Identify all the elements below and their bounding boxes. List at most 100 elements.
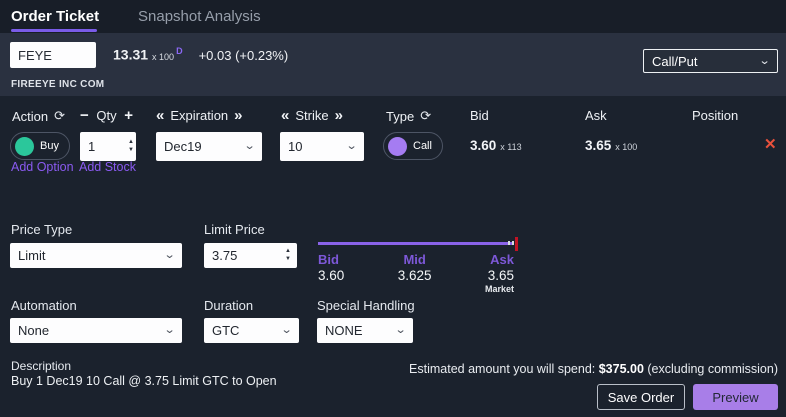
strike-header-label: Strike — [295, 108, 329, 123]
tab-bar: Order Ticket Snapshot Analysis — [0, 0, 786, 33]
tab-order-ticket[interactable]: Order Ticket — [11, 8, 100, 25]
qty-decrement-button[interactable]: − — [80, 107, 89, 124]
bid-header-label: Bid — [470, 108, 489, 123]
slider-market-label: Market — [484, 284, 514, 294]
chevron-down-icon: ⌄ — [163, 324, 176, 336]
duration-select[interactable]: GTC ⌄ — [204, 318, 299, 343]
price-type-select[interactable]: Limit ⌄ — [10, 243, 182, 268]
ask-column-header: Ask — [585, 108, 607, 123]
qty-header-label: Qty — [96, 108, 117, 123]
price-slider-handle[interactable] — [506, 239, 515, 247]
chevron-down-icon: ⌄ — [758, 54, 771, 67]
type-value: Call — [413, 140, 432, 152]
strike-column-header: « Strike » — [281, 108, 343, 123]
slider-bid-cell: Bid 3.60 — [318, 252, 344, 294]
expiration-prev-icon[interactable]: « — [156, 107, 165, 124]
chevron-down-icon: ⌄ — [345, 140, 358, 152]
strike-select[interactable]: 10 ⌄ — [280, 132, 364, 161]
qty-increment-button[interactable]: + — [124, 107, 133, 124]
spinner-up-icon[interactable]: ▲ — [128, 139, 134, 146]
slider-grip-dot — [507, 241, 510, 245]
duration-value: GTC — [212, 323, 240, 338]
action-cycle-icon[interactable]: ⟳ — [54, 108, 66, 123]
slider-mid-cell: Mid 3.625 — [398, 252, 432, 294]
chevron-down-icon: ⌄ — [163, 249, 176, 261]
leg-ask-size: x 100 — [615, 142, 638, 152]
strategy-select-value: Call/Put — [652, 53, 698, 69]
slider-scale: Bid 3.60 Mid 3.625 Ask 3.65 Market — [318, 252, 514, 294]
action-column-header: Action ⟳ — [12, 108, 65, 124]
order-description: Buy 1 Dec19 10 Call @ 3.75 Limit GTC to … — [11, 374, 277, 388]
chevron-down-icon: ⌄ — [243, 140, 256, 152]
remove-leg-icon[interactable]: ✕ — [764, 136, 777, 153]
automation-select[interactable]: None ⌄ — [10, 318, 182, 343]
qty-input[interactable] — [88, 139, 128, 154]
price-slider-track[interactable] — [318, 242, 512, 245]
price-type-value: Limit — [18, 248, 46, 263]
spinner-up-icon[interactable]: ▲ — [285, 248, 291, 255]
automation-label: Automation — [11, 298, 77, 313]
expiration-select-value: Dec19 — [164, 139, 202, 154]
special-handling-label: Special Handling — [317, 298, 415, 313]
duration-label: Duration — [204, 298, 254, 313]
position-header-label: Position — [692, 108, 739, 123]
preview-button[interactable]: Preview — [693, 384, 778, 410]
ask-header-label: Ask — [585, 108, 607, 123]
action-toggle-buy[interactable]: Buy — [10, 132, 70, 160]
limit-price-stepper[interactable]: ▲ ▼ — [204, 243, 297, 268]
slider-bid-label: Bid — [318, 252, 339, 267]
strike-next-icon[interactable]: » — [334, 107, 343, 124]
market-price-marker — [515, 237, 518, 251]
symbol-bar: 13.31x 100D +0.03 (+0.23%) FIREEYE INC CO… — [0, 33, 786, 96]
slider-ask-value: 3.65 — [487, 268, 514, 283]
save-order-button[interactable]: Save Order — [597, 384, 685, 410]
slider-ask-cell: Ask 3.65 Market — [485, 252, 514, 294]
type-toggle-call[interactable]: Call — [383, 132, 443, 160]
tab-snapshot-analysis[interactable]: Snapshot Analysis — [138, 8, 261, 25]
chevron-down-icon: ⌄ — [394, 324, 407, 336]
qty-stepper[interactable]: ▲ ▼ — [80, 132, 136, 161]
bid-column-header: Bid — [470, 108, 489, 123]
leg-ask-price: 3.65 — [585, 138, 612, 153]
strike-select-value: 10 — [288, 139, 303, 154]
estimated-amount-line: Estimated amount you will spend: $375.00… — [409, 362, 778, 376]
type-header-label: Type — [386, 108, 415, 124]
special-handling-value: NONE — [325, 323, 363, 338]
last-price: 13.31 — [113, 46, 149, 63]
action-header-label: Action — [12, 108, 49, 124]
expiration-column-header: « Expiration » — [156, 108, 243, 123]
spinner-down-icon[interactable]: ▼ — [128, 146, 134, 153]
position-column-header: Position — [692, 108, 738, 123]
action-value: Buy — [40, 140, 59, 152]
leg-bid-price: 3.60 — [470, 138, 497, 153]
add-option-link[interactable]: Add Option — [11, 160, 74, 174]
quote-line: 13.31 x 100D +0.03 (+0.23%) — [113, 46, 288, 63]
limit-price-input[interactable] — [212, 248, 252, 263]
company-name: FIREEYE INC COM — [11, 79, 105, 90]
price-change: +0.03 (+0.23%) — [198, 47, 289, 63]
estimate-amount: $375.00 — [598, 362, 644, 376]
limit-price-spinner[interactable]: ▲ ▼ — [285, 248, 291, 262]
slider-grip-dot — [511, 241, 514, 245]
strike-prev-icon[interactable]: « — [281, 107, 290, 124]
spinner-down-icon[interactable]: ▼ — [285, 255, 291, 262]
expiration-next-icon[interactable]: » — [234, 107, 243, 124]
special-handling-select[interactable]: NONE ⌄ — [317, 318, 413, 343]
add-stock-link[interactable]: Add Stock — [79, 160, 136, 174]
symbol-input[interactable] — [10, 42, 96, 68]
estimate-prefix: Estimated amount you will spend: — [409, 362, 599, 376]
expiration-select[interactable]: Dec19 ⌄ — [156, 132, 262, 161]
estimate-suffix: (excluding commission) — [643, 362, 778, 376]
limit-price-label: Limit Price — [204, 222, 265, 237]
type-cycle-icon[interactable]: ⟳ — [420, 108, 432, 123]
active-tab-underline — [11, 29, 97, 32]
chevron-down-icon: ⌄ — [280, 324, 293, 336]
type-column-header: Type ⟳ — [386, 108, 431, 124]
expiration-header-label: Expiration — [170, 108, 229, 123]
slider-mid-value: 3.625 — [397, 268, 432, 283]
leg-bid-size: x 113 — [500, 142, 522, 152]
qty-spinner[interactable]: ▲ ▼ — [128, 139, 134, 153]
strategy-select[interactable]: Call/Put ⌄ — [643, 49, 778, 73]
qty-column-header: − Qty + — [80, 108, 133, 123]
description-label: Description — [11, 359, 72, 373]
